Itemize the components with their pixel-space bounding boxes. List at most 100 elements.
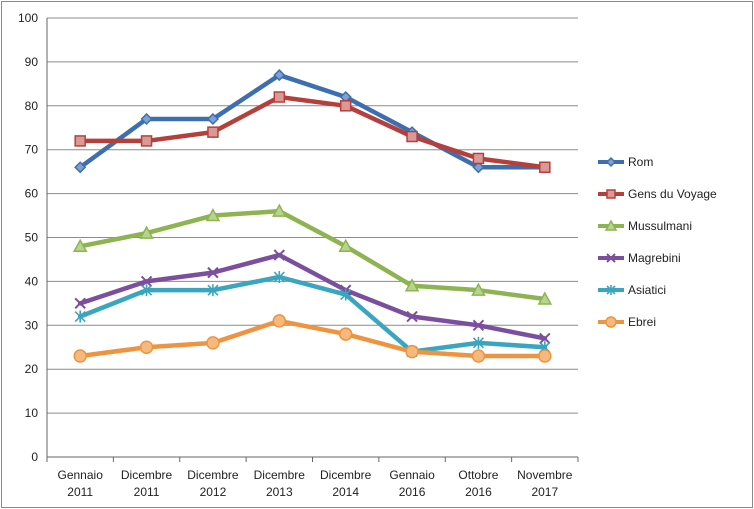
y-tick-label: 60 (25, 187, 39, 201)
legend-label: Asiatici (628, 283, 666, 297)
data-point (338, 238, 353, 253)
data-point (74, 310, 86, 323)
legend-label: Mussulmani (628, 219, 692, 233)
y-tick-label: 10 (25, 406, 39, 420)
x-tick-label-line: Novembre (517, 468, 573, 482)
data-point (537, 291, 553, 305)
data-point (406, 130, 418, 143)
x-tick-label-line: Dicembre (320, 468, 372, 482)
data-point (340, 288, 352, 301)
x-tick-label: Dicembre 2012 (187, 468, 239, 499)
series-line (77, 72, 548, 170)
legend-entry: Mussulmani (598, 219, 692, 233)
x-tick-label-line: 2013 (266, 485, 293, 499)
legend: Rom Gens du Voyage Mussulmani Magrebini Asia… (598, 155, 717, 329)
y-tick-label: 0 (31, 450, 38, 464)
data-point (606, 253, 616, 263)
series-ebrei (73, 314, 552, 363)
series-rom (74, 69, 551, 174)
y-tick-label: 50 (25, 231, 39, 245)
series-line (77, 208, 548, 302)
x-tick-label-line: 2012 (200, 485, 227, 499)
data-point (74, 297, 86, 310)
data-point (139, 340, 154, 354)
data-point (140, 284, 153, 297)
data-point (472, 319, 485, 332)
x-tick-label: Ottobre 2016 (458, 468, 498, 499)
data-point (206, 112, 219, 126)
data-point (140, 135, 153, 147)
x-tick-label-line: Gennaio (58, 468, 104, 482)
x-tick-label-line: 2016 (465, 485, 492, 499)
x-tick-label-line: 2011 (134, 485, 160, 499)
marker-stroke (539, 332, 551, 345)
series-line (77, 318, 548, 359)
data-point (471, 349, 486, 363)
x-tick-label: Dicembre 2014 (320, 468, 372, 499)
legend-label: Rom (628, 155, 653, 169)
marker-stroke (207, 266, 219, 279)
legend-entry: Magrebini (598, 251, 681, 265)
data-point (72, 238, 88, 253)
legend-entry: Gens du Voyage (598, 187, 717, 201)
data-point (139, 225, 154, 239)
data-point (207, 284, 219, 297)
series-gens-du-voyage (74, 91, 551, 174)
data-point (273, 271, 285, 284)
x-tick-label-line: Ottobre (458, 468, 498, 482)
data-point (272, 314, 287, 328)
data-point (606, 285, 616, 295)
legend-label: Ebrei (628, 315, 656, 329)
legend-entry: Rom (598, 155, 653, 169)
series-magrebini (74, 249, 551, 345)
data-point (273, 249, 286, 261)
y-tick-label: 40 (25, 274, 39, 288)
y-tick-label: 80 (25, 99, 39, 113)
data-point (538, 349, 552, 363)
y-tick-label: 30 (25, 318, 39, 332)
marker-stroke (472, 319, 485, 332)
x-tick-label-line: 2011 (67, 485, 93, 499)
x-tick-label-line: 2016 (399, 485, 426, 499)
x-tick-label: Gennaio 2011 (58, 468, 104, 499)
data-point (539, 332, 551, 345)
data-point (606, 189, 616, 199)
data-point (205, 207, 221, 222)
data-point (339, 100, 352, 112)
data-point (73, 349, 87, 363)
series-mussulmani (72, 203, 553, 305)
series-line (77, 94, 548, 170)
series-line (77, 252, 548, 341)
x-tick-label-line: Dicembre (187, 468, 239, 482)
data-point (472, 152, 485, 165)
marker-stroke (406, 310, 418, 323)
data-point (207, 126, 219, 138)
data-point (472, 336, 485, 349)
x-tick-label-line: 2017 (531, 485, 558, 499)
data-point (539, 161, 551, 174)
data-point (140, 275, 153, 288)
data-point (471, 282, 486, 296)
y-axis-ticks: 0 10 20 30 40 50 60 70 80 90 100 (18, 11, 38, 464)
marker-stroke (273, 249, 286, 261)
legend-entry: Ebrei (598, 315, 656, 329)
data-point (404, 278, 420, 292)
x-tick-label: Dicembre 2013 (254, 468, 306, 499)
x-tick-label-line: 2014 (332, 485, 359, 499)
data-point (273, 91, 286, 103)
legend-label: Magrebini (628, 251, 681, 265)
data-point (605, 156, 617, 168)
marker-stroke (606, 253, 616, 263)
legend-label: Gens du Voyage (628, 187, 717, 201)
x-tick-label-line: Dicembre (121, 468, 173, 482)
x-tick-label: Novembre 2017 (517, 468, 573, 499)
data-point (605, 316, 617, 328)
y-tick-label: 90 (25, 55, 39, 69)
data-point (338, 327, 353, 341)
y-tick-label: 100 (18, 11, 38, 25)
x-tick-label: Gennaio 2016 (389, 468, 435, 499)
marker-stroke (140, 275, 153, 288)
data-point (405, 344, 419, 359)
